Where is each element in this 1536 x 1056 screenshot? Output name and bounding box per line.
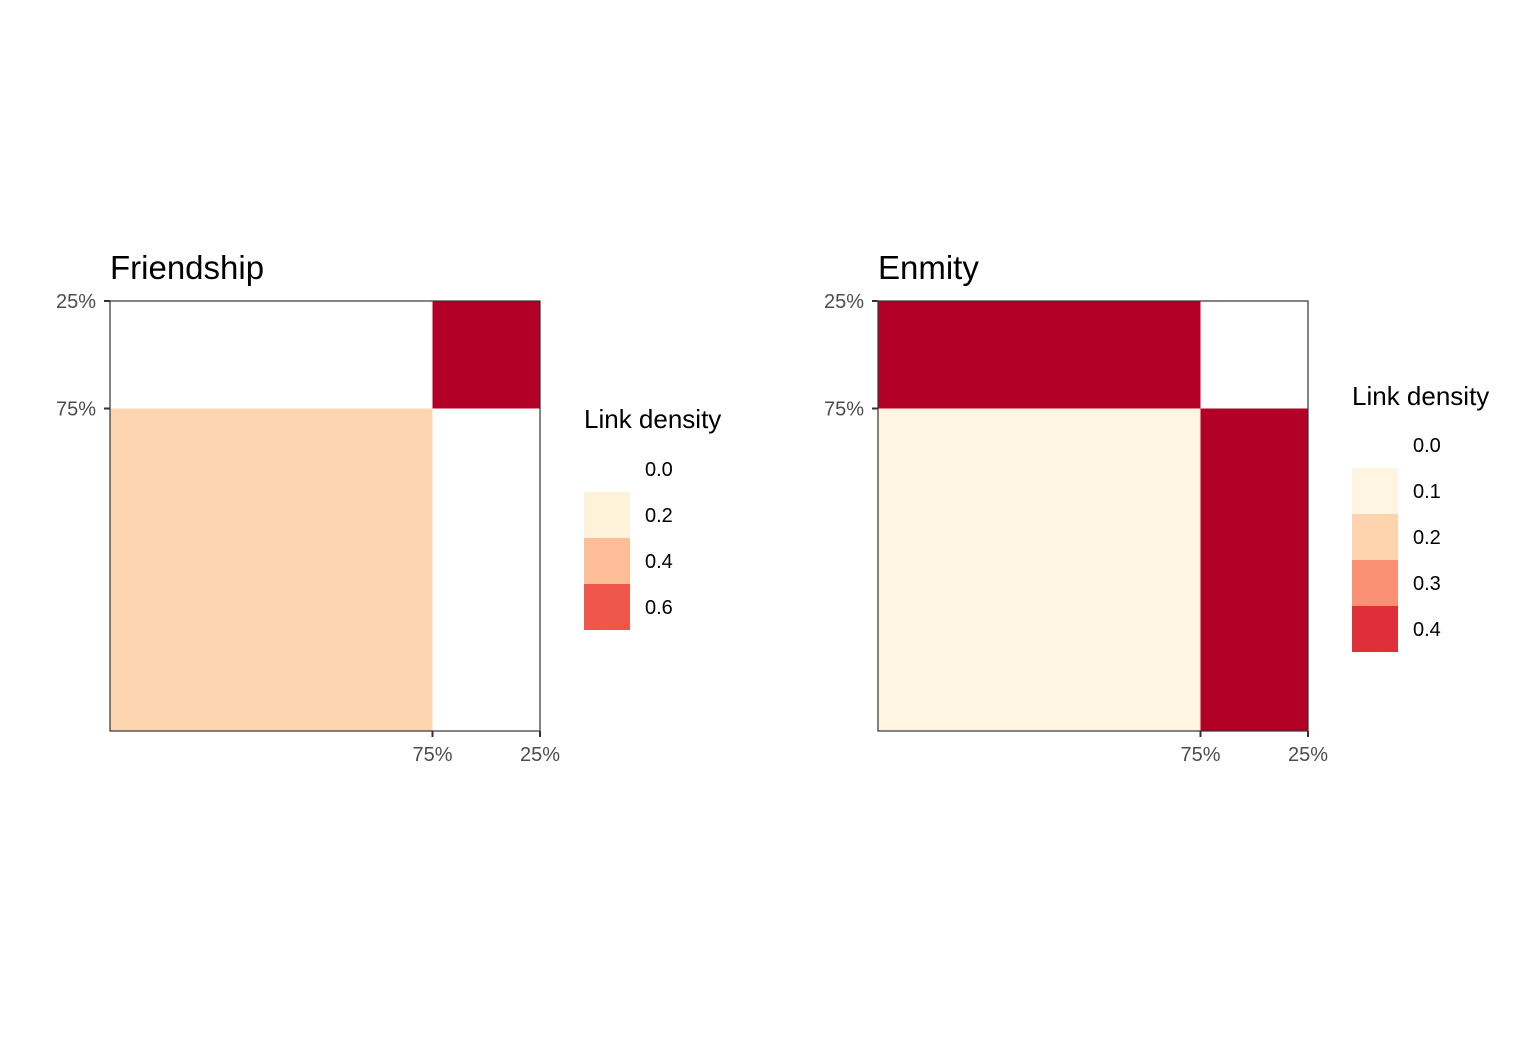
panel-border [877, 300, 1309, 732]
heatmap-panel-2: Enmity 25% 75% 75% 25% Link density 0.0 0.1 0.2 0… [824, 249, 1489, 766]
legend-key-swatch [1352, 422, 1398, 468]
heatmap-block-3 [110, 408, 433, 731]
legend: Link density 0.0 0.1 0.2 0.3 0.4 [1352, 381, 1489, 652]
heatmap-block-1 [110, 301, 433, 409]
x-tick-label: 25% [1288, 744, 1328, 766]
heatmap-block-4 [432, 408, 540, 731]
chart-title: Enmity [878, 249, 979, 286]
heatmap-block-1 [878, 301, 1201, 409]
legend-key-label: 0.4 [645, 551, 673, 573]
legend-title: Link density [584, 404, 721, 434]
legend-key-swatch [1352, 606, 1398, 652]
legend: Link density 0.0 0.2 0.4 0.6 [584, 404, 721, 630]
legend-key-label: 0.2 [1413, 527, 1441, 549]
heatmap-block-4 [1200, 408, 1308, 731]
y-tick-label: 25% [824, 291, 864, 313]
legend-title: Link density [1352, 381, 1489, 411]
heatmap-block-2 [1200, 301, 1308, 409]
legend-key-swatch [584, 492, 630, 538]
y-tick-label: 75% [56, 399, 96, 421]
legend-key-swatch [584, 538, 630, 584]
x-tick-label: 25% [520, 744, 560, 766]
legend-key-swatch [584, 446, 630, 492]
legend-key-swatch [1352, 468, 1398, 514]
legend-key-label: 0.1 [1413, 481, 1441, 503]
legend-key-label: 0.2 [645, 505, 673, 527]
legend-key-label: 0.0 [1413, 435, 1441, 457]
chart-title: Friendship [110, 249, 264, 286]
heatmap-block-3 [878, 408, 1201, 731]
legend-key-swatch [584, 584, 630, 630]
legend-key-label: 0.3 [1413, 573, 1441, 595]
legend-key-label: 0.6 [645, 597, 673, 619]
heatmap-block-2 [432, 301, 540, 409]
legend-key-swatch [1352, 560, 1398, 606]
panel-border [109, 300, 541, 732]
y-tick-label: 75% [824, 399, 864, 421]
heatmap-panel-1: Friendship 25% 75% 75% 25% Link density 0.0 0.2… [56, 249, 721, 766]
legend-key-swatch [1352, 514, 1398, 560]
legend-key-label: 0.0 [645, 459, 673, 481]
x-tick-label: 75% [412, 744, 452, 766]
legend-key-label: 0.4 [1413, 619, 1441, 641]
x-tick-label: 75% [1180, 744, 1220, 766]
y-tick-label: 25% [56, 291, 96, 313]
